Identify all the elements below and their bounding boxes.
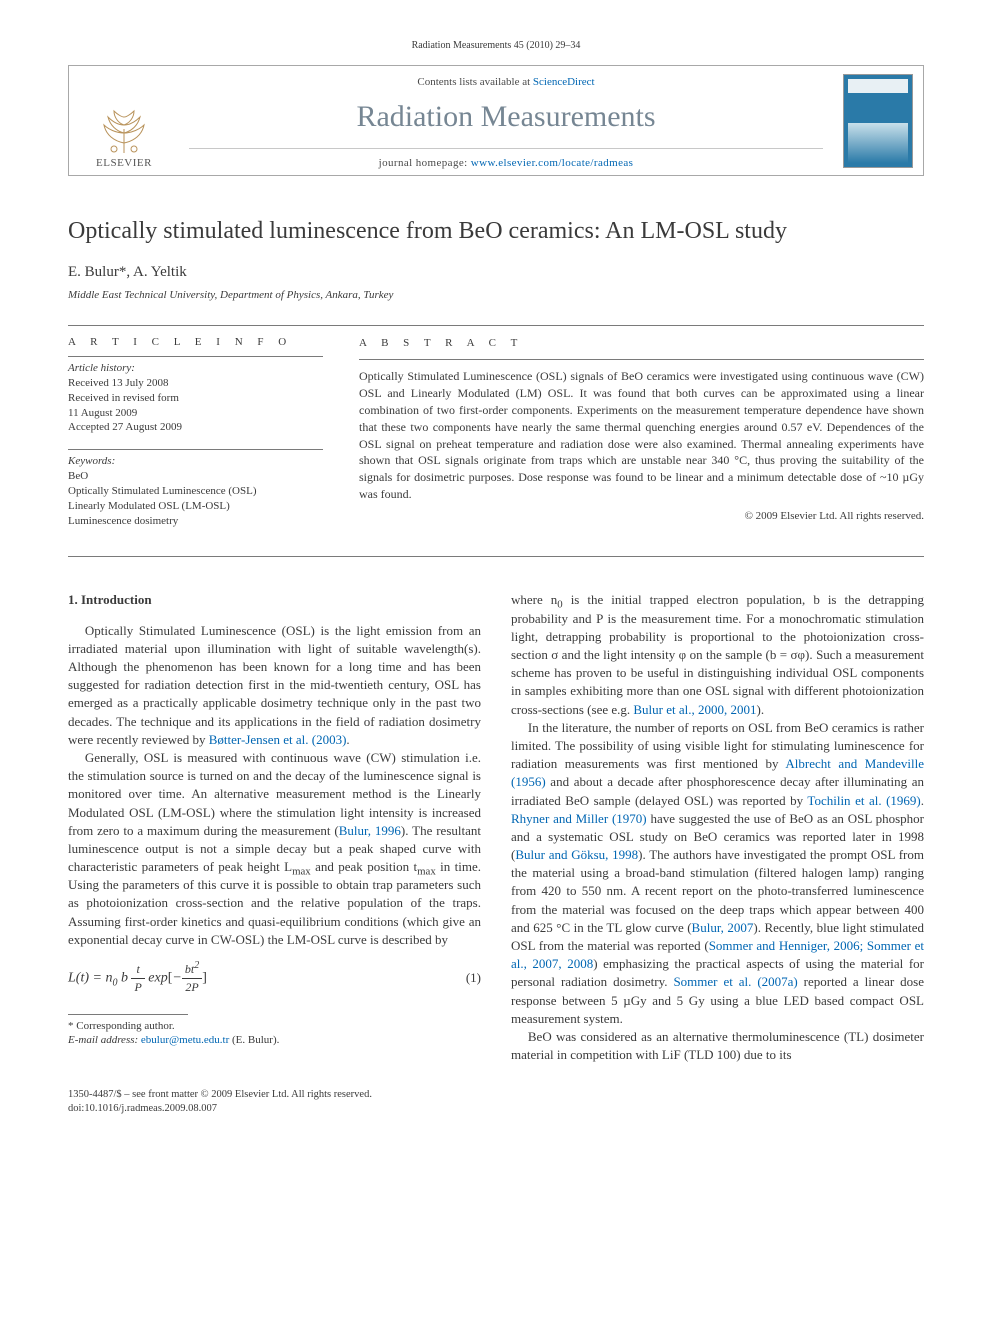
p3b: is the initial trapped electron populati… <box>511 592 924 716</box>
email-link[interactable]: ebulur@metu.edu.tr <box>141 1034 229 1046</box>
equation-1-body: L(t) = n0 b tP exp[−bt22P] <box>68 961 207 996</box>
equation-1-number: (1) <box>466 969 481 987</box>
homepage-prefix: journal homepage: <box>379 157 471 169</box>
page: Radiation Measurements 45 (2010) 29–34 E… <box>0 0 992 1157</box>
ref-bulur-2007[interactable]: Bulur, 2007 <box>692 920 754 935</box>
para-4: In the literature, the number of reports… <box>511 719 924 1028</box>
bottom-block: 1350-4487/$ – see front matter © 2009 El… <box>68 1088 924 1116</box>
elsevier-tree-icon <box>94 95 154 155</box>
corresponding-author: * Corresponding author. <box>68 1019 481 1034</box>
info-abstract-row: A R T I C L E I N F O Article history: R… <box>68 326 924 556</box>
history-block: Article history: Received 13 July 2008 R… <box>68 361 323 435</box>
para-5: BeO was considered as an alternative the… <box>511 1028 924 1064</box>
homepage-line: journal homepage: www.elsevier.com/locat… <box>189 148 823 169</box>
kw-3: Linearly Modulated OSL (LM-OSL) <box>68 499 323 514</box>
contents-line: Contents lists available at ScienceDirec… <box>189 76 823 88</box>
email-tail: (E. Bulur). <box>229 1034 279 1046</box>
email-line: E-mail address: ebulur@metu.edu.tr (E. B… <box>68 1033 481 1048</box>
info-rule-2 <box>68 449 323 450</box>
ref-bulur-goksu[interactable]: Bulur and Göksu, 1998 <box>515 847 638 862</box>
ref-tochilin[interactable]: Tochilin et al. (1969) <box>807 793 920 808</box>
p3c: ). <box>757 702 765 717</box>
ref-botter-jensen[interactable]: Bøtter-Jensen et al. (2003) <box>209 732 347 747</box>
sciencedirect-link[interactable]: ScienceDirect <box>533 76 595 88</box>
kw-4: Luminescence dosimetry <box>68 514 323 529</box>
affiliation: Middle East Technical University, Depart… <box>68 289 924 301</box>
contents-prefix: Contents lists available at <box>417 76 532 88</box>
kw-1: BeO <box>68 469 323 484</box>
equation-1: L(t) = n0 b tP exp[−bt22P] (1) <box>68 961 481 996</box>
abstract-text: Optically Stimulated Luminescence (OSL) … <box>359 368 924 502</box>
cover-block <box>833 66 923 175</box>
p3a: where n <box>511 592 557 607</box>
p1-text: Optically Stimulated Luminescence (OSL) … <box>68 623 481 747</box>
ref-bulur-2000-2001[interactable]: Bulur et al., 2000, 2001 <box>633 702 756 717</box>
para-1: Optically Stimulated Luminescence (OSL) … <box>68 622 481 749</box>
journal-cover-icon <box>843 74 913 168</box>
ref-bulur-1996[interactable]: Bulur, 1996 <box>339 823 401 838</box>
abstract-heading: A B S T R A C T <box>359 336 924 351</box>
accepted: Accepted 27 August 2009 <box>68 420 323 435</box>
article-info: A R T I C L E I N F O Article history: R… <box>68 336 323 542</box>
info-heading: A R T I C L E I N F O <box>68 336 323 348</box>
journal-title: Radiation Measurements <box>189 100 823 134</box>
email-label: E-mail address: <box>68 1034 141 1046</box>
front-matter: 1350-4487/$ – see front matter © 2009 El… <box>68 1088 924 1102</box>
keywords-block: Keywords: BeO Optically Stimulated Lumin… <box>68 454 323 528</box>
p1-tail: . <box>346 732 349 747</box>
masthead: ELSEVIER Contents lists available at Sci… <box>68 65 924 176</box>
ref-sommer-2007a[interactable]: Sommer et al. (2007a) <box>673 974 797 989</box>
masthead-inner: ELSEVIER Contents lists available at Sci… <box>69 66 923 175</box>
history-label: Article history: <box>68 361 323 376</box>
keywords-label: Keywords: <box>68 454 323 469</box>
authors: E. Bulur*, A. Yeltik <box>68 264 924 281</box>
revised-1: Received in revised form <box>68 391 323 406</box>
p4c: . <box>921 793 924 808</box>
doi: doi:10.1016/j.radmeas.2009.08.007 <box>68 1102 924 1116</box>
ref-rhyner[interactable]: Rhyner and Miller (1970) <box>511 811 647 826</box>
abstract-copyright: © 2009 Elsevier Ltd. All rights reserved… <box>359 509 924 524</box>
revised-2: 11 August 2009 <box>68 406 323 421</box>
masthead-center: Contents lists available at ScienceDirec… <box>179 66 833 175</box>
kw-2: Optically Stimulated Luminescence (OSL) <box>68 484 323 499</box>
para-3: where n0 is the initial trapped electron… <box>511 591 924 718</box>
publisher-name: ELSEVIER <box>96 157 152 169</box>
lmax-sub: max <box>292 866 311 878</box>
running-head: Radiation Measurements 45 (2010) 29–34 <box>68 40 924 51</box>
abs-rule <box>359 359 924 360</box>
info-rule-1 <box>68 356 323 357</box>
para-2: Generally, OSL is measured with continuo… <box>68 749 481 949</box>
footnote-block: * Corresponding author. E-mail address: … <box>68 1019 481 1049</box>
section-1-heading: 1. Introduction <box>68 591 481 609</box>
article-title: Optically stimulated luminescence from B… <box>68 216 924 246</box>
abstract: A B S T R A C T Optically Stimulated Lum… <box>359 336 924 542</box>
publisher-block: ELSEVIER <box>69 66 179 175</box>
tmax-sub: max <box>417 866 436 878</box>
received: Received 13 July 2008 <box>68 376 323 391</box>
homepage-link[interactable]: www.elsevier.com/locate/radmeas <box>471 157 634 169</box>
rule-bottom <box>68 556 924 557</box>
p2c: and peak position t <box>311 859 417 874</box>
body-columns: 1. Introduction Optically Stimulated Lum… <box>68 591 924 1064</box>
footnote-rule <box>68 1014 188 1015</box>
